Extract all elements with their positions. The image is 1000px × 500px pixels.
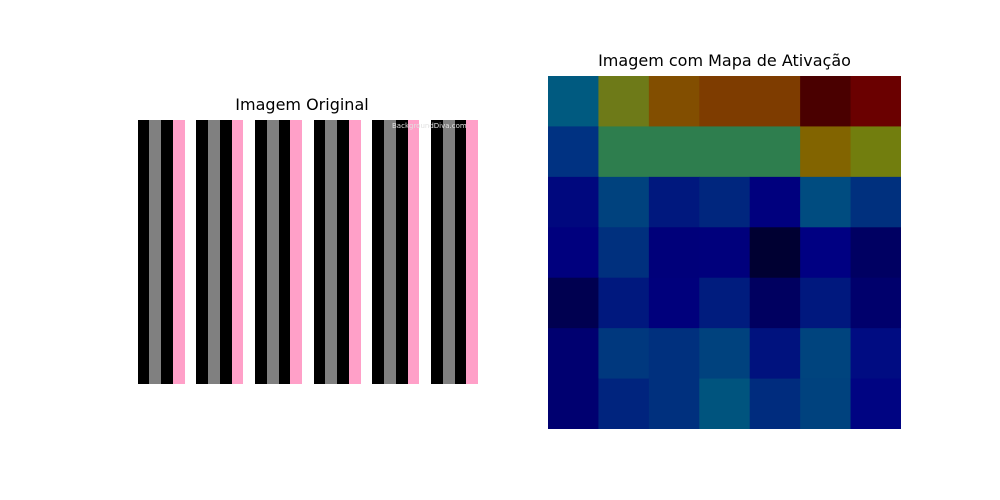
heatmap-cell: [598, 227, 650, 279]
stripe-black: [313, 120, 326, 384]
heatmap-cell: [598, 126, 650, 178]
heatmap-cell: [850, 227, 901, 279]
stripe-pink: [231, 120, 244, 384]
heatmap-cell: [699, 76, 751, 127]
heatmap-cell: [548, 328, 599, 380]
stripe-white: [302, 120, 315, 384]
stripe-white: [243, 120, 256, 384]
heatmap-cell: [749, 328, 801, 380]
stripe-pink: [348, 120, 362, 384]
heatmap-cell: [598, 378, 650, 429]
activation-heatmap: [548, 76, 901, 429]
stripe-black: [255, 120, 268, 384]
stripe-gray: [266, 120, 280, 384]
stripe-pink: [290, 120, 303, 384]
heatmap-cell: [850, 328, 901, 380]
heatmap-cell: [548, 378, 599, 429]
heatmap-cell: [749, 126, 801, 178]
stripe-gray: [208, 120, 221, 384]
heatmap-cell: [648, 378, 700, 429]
stripe-white: [184, 120, 197, 384]
heatmap-cell: [749, 227, 801, 279]
heatmap-cell: [749, 176, 801, 228]
stripe-gray: [149, 120, 162, 384]
heatmap-cell: [598, 176, 650, 228]
heatmap-cell: [800, 277, 852, 329]
heatmap-cell: [548, 76, 599, 127]
heatmap-cell: [699, 277, 751, 329]
heatmap-cell: [648, 277, 700, 329]
heatmap-cell: [699, 126, 751, 178]
heatmap-cell: [598, 76, 650, 127]
stripe-black: [372, 120, 385, 384]
heatmap-cell: [749, 378, 801, 429]
heatmap-cell: [548, 277, 599, 329]
stripe-black: [278, 120, 291, 384]
stripe-pink: [172, 120, 186, 384]
heatmap-cell: [850, 76, 901, 127]
heatmap-cell: [850, 126, 901, 178]
heatmap-cell: [598, 277, 650, 329]
stripe-black: [219, 120, 233, 384]
stripe-white: [360, 120, 373, 384]
heatmap-cell: [699, 378, 751, 429]
heatmap-cell: [648, 328, 700, 380]
stripe-gray: [384, 120, 397, 384]
stripe-white: [126, 120, 139, 384]
stripe-pink: [466, 120, 478, 384]
heatmap-cell: [800, 76, 852, 127]
activation-map-title: Imagem com Mapa de Ativação: [598, 51, 851, 70]
heatmap-cell: [648, 227, 700, 279]
heatmap-cell: [850, 378, 901, 429]
heatmap-cell: [548, 227, 599, 279]
stripe-gray: [325, 120, 338, 384]
stripe-black: [431, 120, 444, 384]
original-image: BackgroundDiva.com: [126, 120, 478, 384]
heatmap-cell: [800, 126, 852, 178]
heatmap-cell: [548, 176, 599, 228]
heatmap-cell: [648, 176, 700, 228]
heatmap-cell: [749, 277, 801, 329]
stripe-pink: [407, 120, 420, 384]
heatmap-cell: [548, 126, 599, 178]
heatmap-cell: [749, 76, 801, 127]
stripe-black: [137, 120, 150, 384]
heatmap-cell: [800, 328, 852, 380]
heatmap-cell: [699, 176, 751, 228]
stripe-black: [196, 120, 209, 384]
heatmap-cell: [850, 277, 901, 329]
original-image-title: Imagem Original: [235, 95, 369, 114]
stripe-gray: [442, 120, 456, 384]
heatmap-cell: [800, 378, 852, 429]
heatmap-cell: [800, 227, 852, 279]
watermark-text: BackgroundDiva.com: [392, 122, 467, 130]
stripe-black: [395, 120, 409, 384]
stripe-black: [337, 120, 350, 384]
stripe-black: [161, 120, 174, 384]
heatmap-cell: [648, 126, 700, 178]
stripe-white: [419, 120, 432, 384]
heatmap-cell: [800, 176, 852, 228]
stripe-black: [454, 120, 467, 384]
heatmap-cell: [699, 328, 751, 380]
heatmap-cell: [699, 227, 751, 279]
heatmap-cell: [850, 176, 901, 228]
heatmap-cell: [598, 328, 650, 380]
heatmap-cell: [648, 76, 700, 127]
